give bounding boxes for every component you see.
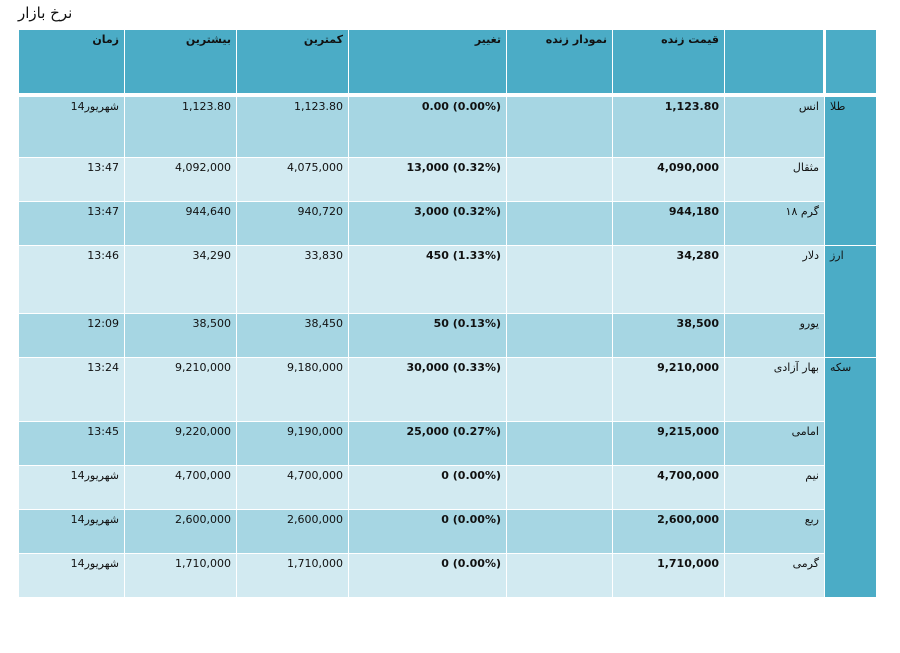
header-row: زمان بیشترین کمترین تغییر نمودار زنده قی… — [18, 29, 877, 97]
live-price-cell: 38,500 — [612, 312, 725, 358]
high-cell: 9,210,000 — [124, 356, 237, 422]
header-live-price: قیمت زنده — [612, 29, 725, 97]
table-row: 13:47 944,640 940,720 3,000 (0.32%) 944,… — [18, 200, 877, 246]
table-row: 14شهریور 1,710,000 1,710,000 0 (0.00%) 1… — [18, 552, 877, 598]
live-chart-cell — [506, 552, 613, 598]
low-cell: 33,830 — [236, 244, 349, 314]
time-cell: 14شهریور — [18, 94, 125, 158]
time-cell: 13:47 — [18, 200, 125, 246]
time-cell: 14شهریور — [18, 464, 125, 510]
live-chart-cell — [506, 312, 613, 358]
time-cell: 13:46 — [18, 244, 125, 314]
table-row: 14شهریور 1,123.80 1,123.80 0.00 (0.00%) … — [18, 94, 877, 246]
change-cell: 0 (0.00%) — [348, 464, 507, 510]
live-price-cell: 2,600,000 — [612, 508, 725, 554]
table-row: 13:45 9,220,000 9,190,000 25,000 (0.27%)… — [18, 420, 877, 466]
high-cell: 1,710,000 — [124, 552, 237, 598]
item-name-cell: نیم — [724, 464, 825, 510]
header-high: بیشترین — [124, 29, 237, 97]
change-cell: 0 (0.00%) — [348, 552, 507, 598]
table-row: 14شهریور 4,700,000 4,700,000 0 (0.00%) 4… — [18, 464, 877, 510]
time-cell: 13:47 — [18, 156, 125, 202]
live-chart-cell — [506, 420, 613, 466]
high-cell: 34,290 — [124, 244, 237, 314]
change-cell: 25,000 (0.27%) — [348, 420, 507, 466]
page-title: نرخ بازار — [18, 4, 73, 22]
low-cell: 9,190,000 — [236, 420, 349, 466]
header-time: زمان — [18, 29, 125, 97]
low-cell: 940,720 — [236, 200, 349, 246]
high-cell: 2,600,000 — [124, 508, 237, 554]
change-cell: 0 (0.00%) — [348, 508, 507, 554]
time-cell: 14شهریور — [18, 552, 125, 598]
low-cell: 1,123.80 — [236, 94, 349, 158]
item-name-cell: مثقال — [724, 156, 825, 202]
change-cell: 450 (1.33%) — [348, 244, 507, 314]
item-name-cell: امامی — [724, 420, 825, 466]
item-name-cell: گرم ۱۸ — [724, 200, 825, 246]
group-currency: ارز — [824, 244, 877, 358]
item-name-cell: گرمی — [724, 552, 825, 598]
item-name-cell: بهار آزادی — [724, 356, 825, 422]
table-row: 13:46 34,290 33,830 450 (1.33%) 34,280 د… — [18, 244, 877, 358]
low-cell: 4,700,000 — [236, 464, 349, 510]
item-name-cell: دلار — [724, 244, 825, 314]
market-rates-table: زمان بیشترین کمترین تغییر نمودار زنده قی… — [18, 29, 877, 598]
live-chart-cell — [506, 94, 613, 158]
low-cell: 38,450 — [236, 312, 349, 358]
change-cell: 50 (0.13%) — [348, 312, 507, 358]
table-row: 14شهریور 2,600,000 2,600,000 0 (0.00%) 2… — [18, 508, 877, 554]
high-cell: 9,220,000 — [124, 420, 237, 466]
high-cell: 4,700,000 — [124, 464, 237, 510]
live-chart-cell — [506, 508, 613, 554]
header-group — [824, 29, 877, 97]
live-chart-cell — [506, 244, 613, 314]
live-chart-cell — [506, 464, 613, 510]
time-cell: 13:24 — [18, 356, 125, 422]
change-cell: 3,000 (0.32%) — [348, 200, 507, 246]
time-cell: 13:45 — [18, 420, 125, 466]
live-price-cell: 1,123.80 — [612, 94, 725, 158]
live-price-cell: 9,215,000 — [612, 420, 725, 466]
high-cell: 944,640 — [124, 200, 237, 246]
item-name-cell: انس — [724, 94, 825, 158]
live-chart-cell — [506, 156, 613, 202]
item-name-cell: یورو — [724, 312, 825, 358]
high-cell: 1,123.80 — [124, 94, 237, 158]
live-price-cell: 9,210,000 — [612, 356, 725, 422]
item-name-cell: ربع — [724, 508, 825, 554]
table-row: 12:09 38,500 38,450 50 (0.13%) 38,500 یو… — [18, 312, 877, 358]
live-chart-cell — [506, 200, 613, 246]
header-low: کمترین — [236, 29, 349, 97]
low-cell: 2,600,000 — [236, 508, 349, 554]
low-cell: 4,075,000 — [236, 156, 349, 202]
header-live-chart: نمودار زنده — [506, 29, 613, 97]
table-row: 13:24 9,210,000 9,180,000 30,000 (0.33%)… — [18, 356, 877, 598]
high-cell: 38,500 — [124, 312, 237, 358]
low-cell: 9,180,000 — [236, 356, 349, 422]
live-price-cell: 4,700,000 — [612, 464, 725, 510]
group-coin: سکه — [824, 356, 877, 598]
table-row: 13:47 4,092,000 4,075,000 13,000 (0.32%)… — [18, 156, 877, 202]
live-price-cell: 4,090,000 — [612, 156, 725, 202]
high-cell: 4,092,000 — [124, 156, 237, 202]
live-price-cell: 944,180 — [612, 200, 725, 246]
live-chart-cell — [506, 356, 613, 422]
time-cell: 12:09 — [18, 312, 125, 358]
low-cell: 1,710,000 — [236, 552, 349, 598]
change-cell: 0.00 (0.00%) — [348, 94, 507, 158]
group-gold: طلا — [824, 94, 877, 246]
header-item — [724, 29, 826, 97]
time-cell: 14شهریور — [18, 508, 125, 554]
live-price-cell: 1,710,000 — [612, 552, 725, 598]
change-cell: 30,000 (0.33%) — [348, 356, 507, 422]
header-change: تغییر — [348, 29, 507, 97]
change-cell: 13,000 (0.32%) — [348, 156, 507, 202]
live-price-cell: 34,280 — [612, 244, 725, 314]
